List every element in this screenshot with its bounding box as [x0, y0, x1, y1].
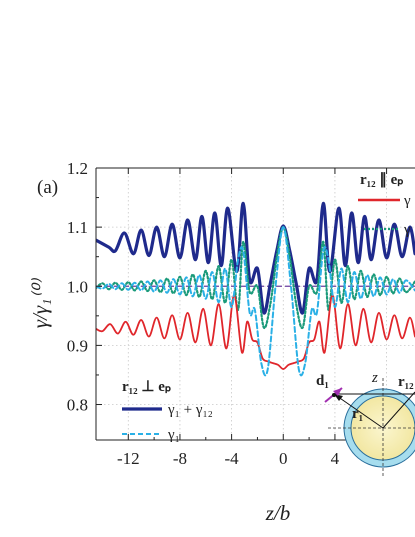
legend-parallel-title: r₁₂ ∥ eₚ: [360, 172, 404, 188]
inset-r12-label: r₁₂: [398, 374, 414, 390]
x-axis-title: z/b: [265, 501, 291, 525]
legend-perp-single-label: γ₁: [167, 427, 180, 443]
tick-labels: -12-8-40480.80.91.01.11.2: [67, 159, 391, 468]
legend-perp-sum-label: γ₁ + γ₁₂: [167, 402, 213, 418]
series-line-parallel-dotted: [96, 226, 415, 330]
x-tick-label-0: -12: [117, 449, 140, 468]
inset-dipole-arrowhead: [333, 388, 342, 396]
legend-parallel: r₁₂ ∥ eₚ γ γ: [358, 172, 411, 238]
y-tick-label-2: 1.0: [67, 277, 88, 296]
x-tick-label-4: 4: [331, 449, 340, 468]
y-axis-title: γ/γ₁⁽⁰⁾: [28, 278, 52, 328]
inset-d1-label: d₁: [316, 373, 329, 389]
inset-r1-label: r₁: [352, 406, 363, 422]
inset-r1-top: [382, 391, 415, 429]
inset-dipole-point: [332, 393, 336, 397]
legend-perpendicular: r₁₂ ⊥ eₚ γ₁ + γ₁₂ γ₁: [122, 379, 213, 443]
inset-r1-arrowhead: [334, 394, 343, 401]
y-tick-label-0: 0.8: [67, 396, 88, 415]
series-line-parallel-solid-thick: [96, 201, 415, 315]
inset-r1-vector: [333, 393, 384, 429]
data-series: [96, 201, 415, 377]
y-tick-label-1: 0.9: [67, 336, 88, 355]
x-tick-label-1: -8: [173, 449, 187, 468]
y-tick-label-4: 1.2: [67, 159, 88, 178]
y-tick-label-3: 1.1: [67, 218, 88, 237]
series-line-perpendicular-solid: [96, 294, 415, 370]
inset-z-label: z: [371, 370, 378, 386]
x-tick-label-2: -4: [225, 449, 240, 468]
series-line-perpendicular-dashed: [96, 226, 415, 377]
legend-parallel-sum-label: γ: [403, 193, 411, 209]
legend-perp-title: r₁₂ ⊥ eₚ: [122, 379, 171, 395]
panel-label: (a): [37, 177, 58, 198]
legend-parallel-single-label: γ: [403, 222, 411, 238]
x-tick-label-3: 0: [279, 449, 288, 468]
inset-schematic: d₁ z r₁ r₁₂: [316, 370, 415, 476]
